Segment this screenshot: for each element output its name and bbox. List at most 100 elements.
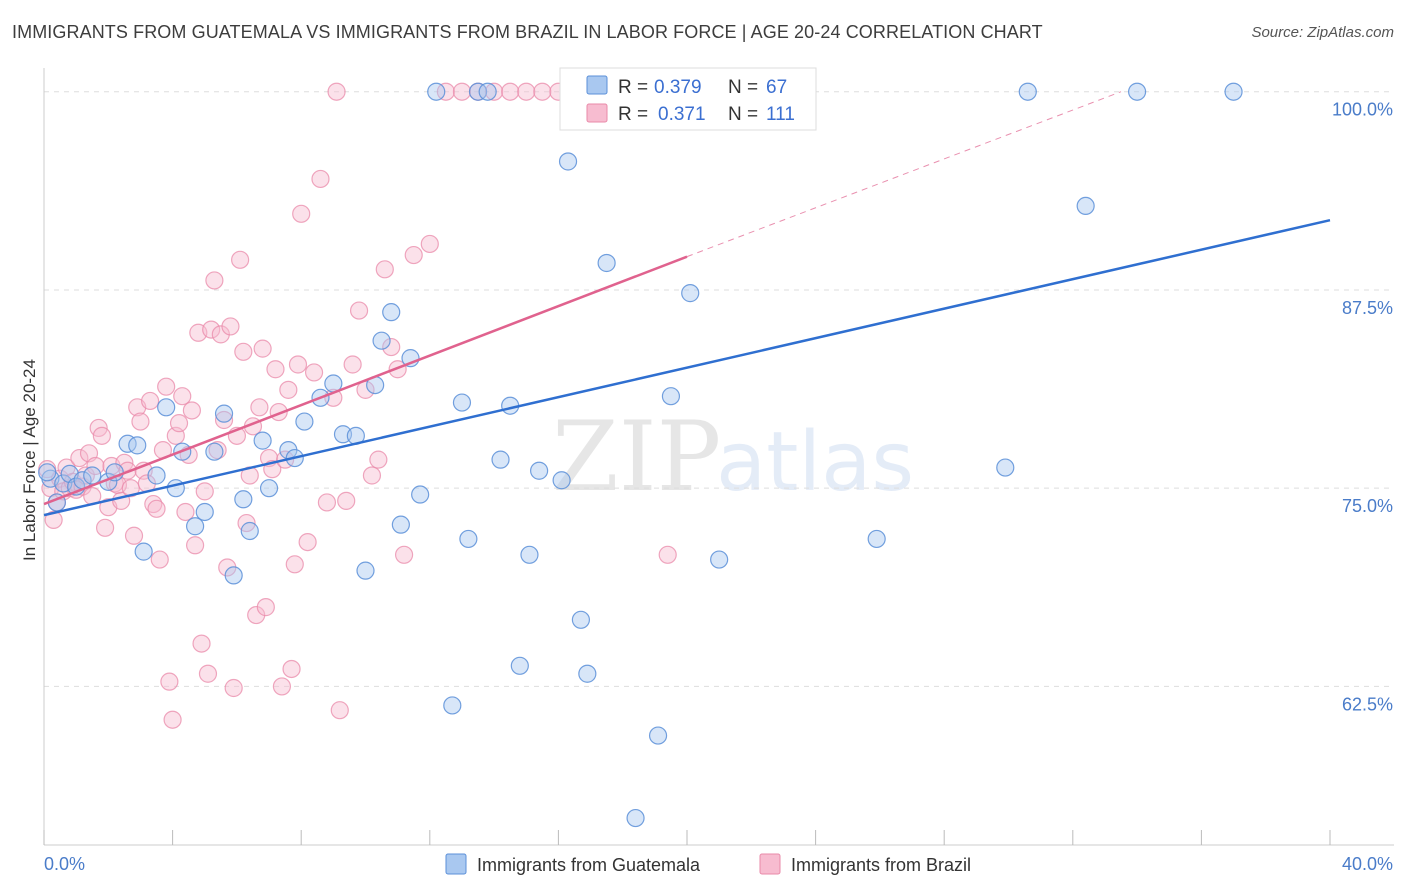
guatemala-point-60 — [867, 529, 886, 549]
guatemala-point-41 — [452, 393, 472, 412]
guatemala-point-48 — [520, 545, 539, 564]
brazil-point-101 — [485, 82, 504, 101]
guatemala-point-61 — [996, 458, 1015, 477]
brazil-point-76 — [282, 659, 301, 679]
guatemala-point-32 — [356, 561, 375, 580]
stats-r-label-2: R = — [618, 104, 648, 125]
y-tick-label-3: 100.0% — [1332, 100, 1393, 120]
brazil-point-29 — [131, 412, 150, 431]
brazil-point-110 — [327, 82, 346, 101]
brazil-point-57 — [221, 317, 240, 336]
y-axis-label: In Labor Force | Age 20-24 — [20, 359, 39, 561]
brazil-point-10 — [70, 448, 89, 468]
brazil-point-32 — [140, 391, 160, 411]
watermark: ZIP atlas — [552, 401, 914, 513]
y-tick-label-0: 62.5% — [1342, 694, 1393, 714]
stats-n-value-1: 67 — [766, 77, 787, 98]
source-label: Source: ZipAtlas.com — [1251, 24, 1394, 41]
trend-brazil-extension — [686, 91, 1122, 258]
brazil-point-73 — [272, 677, 292, 696]
legend-swatch-brazil — [759, 853, 781, 875]
guatemala-point-64 — [1127, 82, 1147, 101]
brazil-point-58 — [224, 678, 243, 698]
brazil-point-75 — [279, 380, 298, 399]
brazil-point-39 — [163, 710, 182, 729]
trend-brazil — [43, 255, 688, 506]
brazil-point-51 — [202, 320, 221, 339]
guatemala-point-36 — [391, 515, 410, 534]
guatemala-point-19 — [214, 404, 234, 423]
guatemala-point-34 — [372, 331, 391, 350]
brazil-point-55 — [214, 410, 234, 430]
brazil-point-82 — [311, 169, 330, 189]
guatemala-point-47 — [510, 656, 529, 675]
guatemala-point-27 — [295, 412, 314, 431]
guatemala-point-39 — [427, 82, 446, 101]
brazil-point-102 — [501, 82, 520, 101]
brazil-point-86 — [337, 491, 356, 510]
guatemala-point-40 — [443, 696, 462, 715]
legend: Immigrants from Guatemala Immigrants fro… — [445, 853, 971, 875]
brazil-point-79 — [292, 204, 311, 223]
brazil-point-43 — [176, 502, 195, 522]
x-axis-ticks: 0.0% 40.0% — [43, 830, 1393, 874]
y-tick-label-2: 87.5% — [1342, 298, 1393, 318]
brazil-point-38 — [160, 672, 179, 691]
brazil-point-78 — [288, 355, 308, 374]
guatemala-point-13 — [157, 398, 176, 417]
brazil-point-60 — [231, 250, 250, 269]
stats-n-label-1: N = — [728, 77, 758, 98]
brazil-point-81 — [304, 363, 324, 382]
guatemala-point-63 — [1076, 196, 1095, 215]
brazil-point-42 — [173, 387, 192, 406]
brazil-point-27 — [124, 526, 144, 545]
brazil-point-87 — [343, 355, 362, 374]
guatemala-point-66 — [38, 463, 57, 482]
guatemala-point-12 — [147, 466, 166, 485]
guatemala-point-44 — [478, 82, 497, 101]
stats-swatch-brazil — [586, 103, 608, 123]
y-axis-ticks: 62.5% 75.0% 87.5% 100.0% — [1332, 100, 1393, 715]
guatemala-point-58 — [681, 284, 700, 303]
guatemala-point-45 — [491, 450, 510, 469]
guatemala-point-51 — [558, 152, 578, 171]
stats-r-value-1: 0.379 — [654, 77, 702, 98]
stats-swatch-guatemala — [586, 75, 608, 95]
guatemala-point-14 — [166, 479, 185, 498]
x-tick-label-0: 0.0% — [44, 854, 85, 874]
x-tick-label-1: 40.0% — [1342, 854, 1393, 874]
brazil-point-50 — [198, 664, 218, 683]
brazil-point-45 — [182, 401, 201, 420]
brazil-point-80 — [298, 533, 317, 552]
brazil-point-68 — [256, 598, 275, 617]
watermark-zip: ZIP — [552, 401, 721, 513]
guatemala-point-21 — [234, 490, 253, 509]
brazil-point-41 — [169, 414, 189, 433]
brazil-point-109 — [658, 545, 677, 564]
guatemala-point-49 — [530, 461, 549, 480]
brazil-point-48 — [192, 634, 211, 653]
brazil-point-17 — [92, 426, 111, 445]
brazil-point-67 — [253, 339, 272, 358]
guatemala-point-20 — [224, 566, 243, 585]
stats-n-value-2: 111 — [766, 104, 795, 125]
brazil-point-104 — [533, 82, 552, 101]
brazil-point-93 — [382, 337, 401, 357]
brazil-point-85 — [330, 701, 349, 720]
guatemala-point-22 — [240, 521, 259, 541]
brazil-point-49 — [195, 482, 214, 501]
guatemala-point-10 — [128, 436, 147, 455]
brazil-point-15 — [86, 456, 105, 476]
brazil-point-91 — [369, 450, 388, 469]
guatemala-point-65 — [1224, 82, 1243, 101]
stats-n-label-2: N = — [728, 104, 758, 125]
brazil-point-77 — [285, 555, 304, 574]
guatemala-point-38 — [411, 485, 430, 504]
guatemala-point-57 — [661, 387, 681, 406]
guatemala-point-53 — [578, 664, 597, 683]
guatemala-point-35 — [382, 303, 401, 322]
legend-swatch-guatemala — [445, 853, 467, 875]
brazil-point-95 — [394, 545, 414, 564]
axes — [43, 68, 1394, 846]
